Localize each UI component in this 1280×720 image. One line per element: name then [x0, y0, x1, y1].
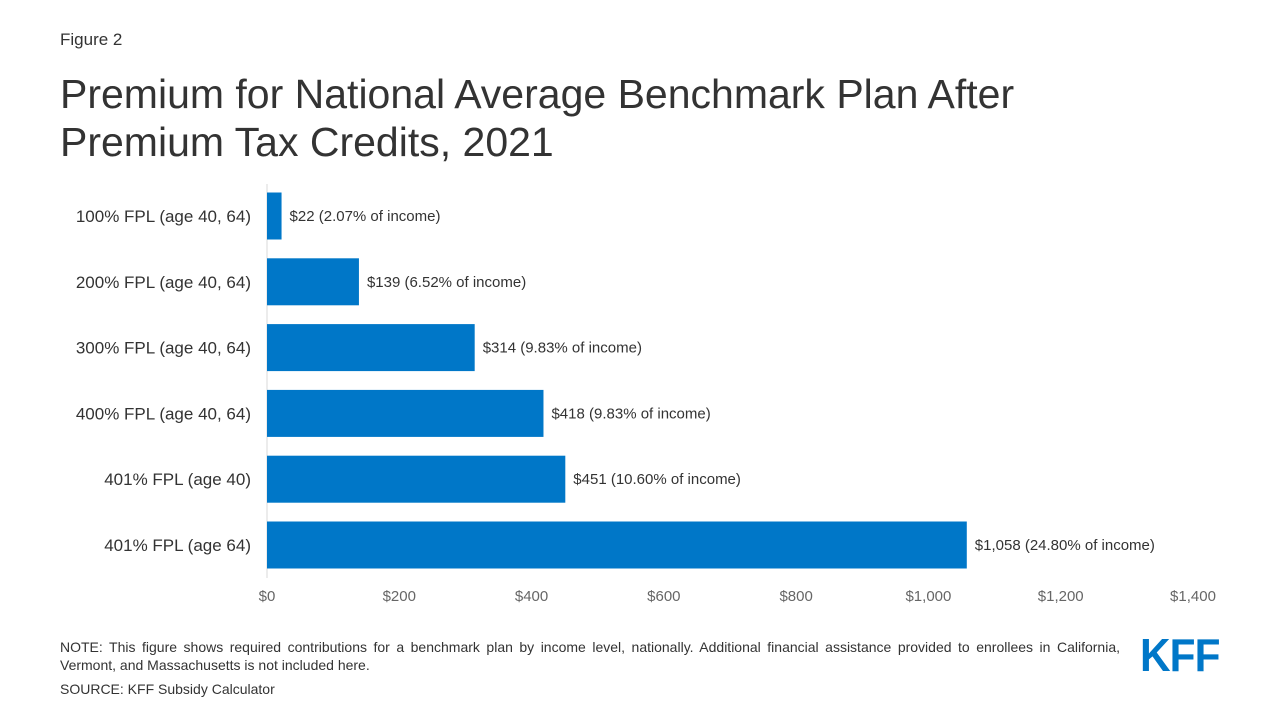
data-label: $139 (6.52% of income): [367, 274, 526, 291]
chart-note: NOTE: This figure shows required contrib…: [60, 639, 1120, 673]
bar: [267, 192, 282, 240]
chart-title: Premium for National Average Benchmark P…: [60, 71, 1015, 165]
category-label: 401% FPL (age 40): [104, 470, 251, 489]
x-tick-label: $1,200: [1038, 588, 1084, 605]
bar: [267, 389, 544, 437]
x-tick-label: $400: [515, 588, 548, 605]
kff-logo: KFF: [1140, 629, 1220, 681]
x-tick-label: $200: [383, 588, 416, 605]
category-label: 100% FPL (age 40, 64): [76, 207, 251, 226]
chart-source: SOURCE: KFF Subsidy Calculator: [60, 681, 275, 697]
category-label: 200% FPL (age 40, 64): [76, 273, 251, 292]
x-tick-label: $600: [647, 588, 680, 605]
figure-label: Figure 2: [60, 30, 123, 49]
data-label: $314 (9.83% of income): [483, 340, 642, 357]
bar: [267, 455, 566, 503]
x-tick-label: $0: [259, 588, 276, 605]
bar: [267, 258, 359, 306]
bar: [267, 324, 475, 372]
data-label: $1,058 (24.80% of income): [975, 537, 1155, 554]
data-label: $451 (10.60% of income): [573, 471, 741, 488]
category-label: 300% FPL (age 40, 64): [76, 339, 251, 358]
x-tick-label: $800: [779, 588, 812, 605]
bar: [267, 521, 967, 569]
x-tick-label: $1,000: [905, 588, 951, 605]
bar-chart: 100% FPL (age 40, 64) $22 (2.07% of incom…: [76, 184, 1216, 605]
data-label: $418 (9.83% of income): [551, 405, 710, 422]
category-label: 401% FPL (age 64): [104, 536, 251, 555]
category-label: 400% FPL (age 40, 64): [76, 404, 251, 423]
data-label: $22 (2.07% of income): [290, 208, 441, 225]
x-tick-label: $1,400: [1170, 588, 1216, 605]
